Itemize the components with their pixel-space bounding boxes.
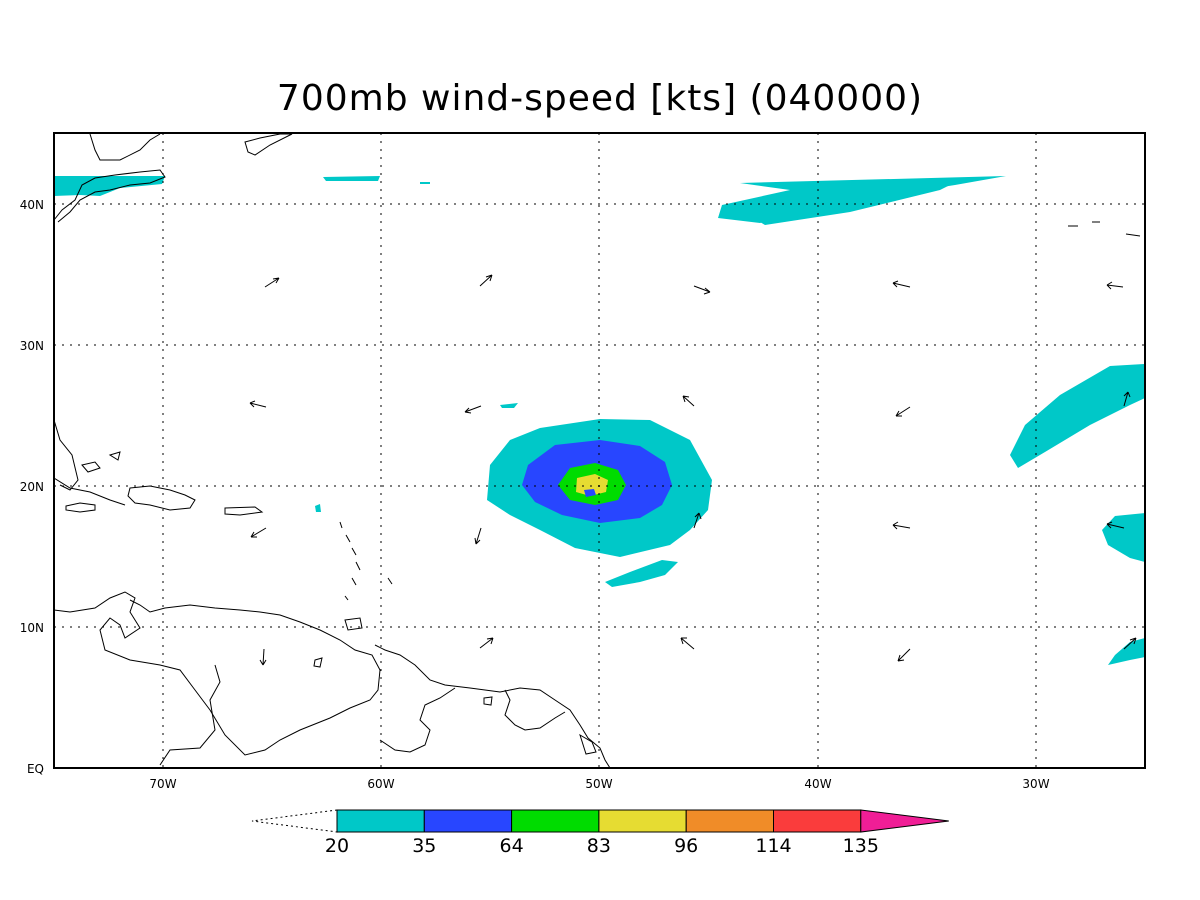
coastlines bbox=[54, 133, 1141, 768]
coast-south-america bbox=[54, 591, 381, 756]
colorbar-high-triangle bbox=[860, 809, 949, 833]
patch-east-lower bbox=[1108, 638, 1145, 665]
wind-arrow bbox=[1123, 637, 1137, 650]
patch-east-upper bbox=[1010, 364, 1145, 468]
colorbar-swatch bbox=[598, 809, 687, 833]
patch-south bbox=[605, 560, 678, 587]
wind-arrow bbox=[895, 406, 911, 417]
colorbar-labels: 20 35 64 83 96 114 135 bbox=[325, 835, 879, 857]
storm-eye bbox=[584, 489, 596, 497]
plot-frame bbox=[53, 132, 1146, 769]
wind-arrow bbox=[479, 274, 493, 287]
wind-contours bbox=[54, 176, 1145, 665]
gridlines bbox=[54, 133, 1145, 768]
coast-patch-ne-us bbox=[54, 176, 165, 196]
tiny-patch-north bbox=[420, 182, 430, 184]
map-title: 700mb wind-speed [kts] (040000) bbox=[276, 78, 924, 119]
lon-label-50w: 50W bbox=[585, 777, 612, 791]
lat-label-10n: 10N bbox=[20, 621, 44, 635]
wind-arrow bbox=[249, 400, 267, 408]
lat-label-eq: EQ bbox=[27, 762, 44, 776]
lat-label-40n: 40N bbox=[20, 198, 44, 212]
wind-arrow bbox=[680, 637, 695, 650]
lon-label-60w: 60W bbox=[367, 777, 394, 791]
patch-islands bbox=[315, 504, 321, 512]
coast-brazil-border bbox=[379, 687, 566, 753]
colorbar-swatch bbox=[773, 809, 862, 833]
wind-arrow bbox=[682, 395, 695, 407]
wind-arrow bbox=[259, 648, 267, 666]
colorbar-label: 20 bbox=[325, 835, 349, 857]
colorbar-swatch bbox=[423, 809, 513, 833]
colorbar-label: 114 bbox=[755, 835, 791, 857]
wind-arrow bbox=[474, 527, 482, 545]
wind-vectors bbox=[249, 274, 1137, 666]
small-patch-north bbox=[323, 176, 380, 181]
coast-puerto-rico bbox=[224, 506, 264, 516]
colorbar bbox=[251, 809, 949, 833]
wind-arrow bbox=[250, 527, 267, 538]
coast-hispaniola bbox=[127, 485, 196, 511]
coast-venezuela-guyana bbox=[374, 644, 611, 768]
lon-label-30w: 30W bbox=[1022, 777, 1049, 791]
colorbar-label: 64 bbox=[500, 835, 524, 857]
wind-arrow bbox=[464, 405, 482, 414]
coast-new-england bbox=[89, 133, 161, 161]
patch-east-mid bbox=[1102, 513, 1145, 562]
wind-arrow bbox=[693, 512, 702, 529]
wind-arrow bbox=[693, 285, 711, 295]
wind-arrow bbox=[479, 637, 494, 649]
wind-arrow bbox=[1123, 391, 1131, 407]
colorbar-label: 35 bbox=[412, 835, 436, 857]
coast-trinidad bbox=[344, 617, 363, 631]
patch-small-west bbox=[500, 403, 518, 408]
lon-label-40w: 40W bbox=[804, 777, 831, 791]
coast-border-colombia bbox=[159, 664, 221, 766]
colorbar-label: 96 bbox=[674, 835, 698, 857]
coast-cuba bbox=[54, 477, 126, 506]
coast-nova-scotia bbox=[244, 133, 293, 156]
wind-arrow bbox=[892, 280, 911, 288]
colorbar-swatch bbox=[685, 809, 775, 833]
lat-label-30n: 30N bbox=[20, 339, 44, 353]
coast-florida bbox=[54, 419, 79, 491]
wind-arrow bbox=[897, 648, 911, 662]
lat-label-20n: 20N bbox=[20, 480, 44, 494]
colorbar-label: 135 bbox=[843, 835, 879, 857]
coast-lesser-antilles bbox=[339, 521, 393, 601]
wind-arrow bbox=[892, 521, 911, 530]
colorbar-swatch bbox=[511, 809, 600, 833]
lat-axis-labels: EQ 10N 20N 30N 40N bbox=[20, 198, 44, 776]
coast-jamaica bbox=[65, 502, 96, 513]
coast-bahamas bbox=[81, 451, 121, 473]
lon-label-70w: 70W bbox=[149, 777, 176, 791]
lon-axis-labels: 70W 60W 50W 40W 30W bbox=[149, 777, 1049, 791]
coast-azores bbox=[1068, 221, 1141, 237]
colorbar-low-triangle bbox=[251, 809, 338, 833]
storm-band-83 bbox=[576, 474, 608, 496]
colorbar-label: 83 bbox=[587, 835, 611, 857]
wind-arrow bbox=[264, 277, 280, 288]
wind-arrow bbox=[1106, 281, 1124, 290]
colorbar-swatch bbox=[336, 809, 425, 833]
jet-streak-north-2 bbox=[760, 180, 960, 225]
coast-small-islands bbox=[313, 657, 597, 755]
wind-arrow bbox=[1106, 521, 1125, 529]
